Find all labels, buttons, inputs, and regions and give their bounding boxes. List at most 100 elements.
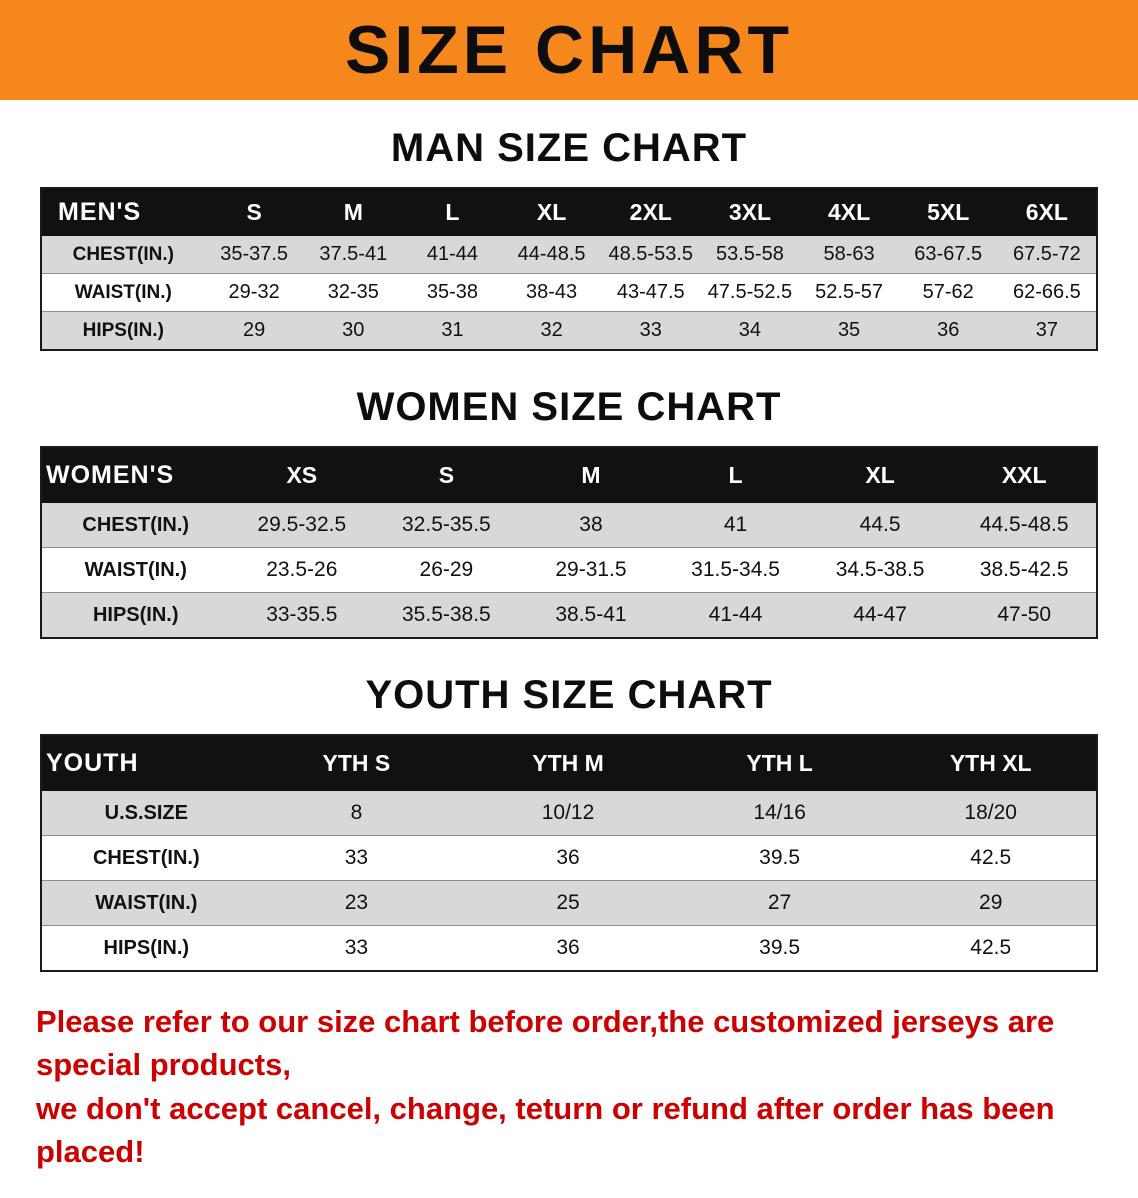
size-value-cell: 34.5-38.5: [835, 558, 925, 581]
women-table-wrap: WOMEN'S XS S M L XL XXL CHEST(IN.) 29.5-32.5 32.5…: [40, 446, 1098, 639]
banner: SIZE CHART: [0, 0, 1138, 100]
column-header: M: [343, 199, 363, 225]
size-value-cell: 67.5-72: [1012, 243, 1081, 265]
row-label: WAIST(IN.): [84, 558, 187, 581]
table-row: HIPS(IN.) 33 36 39.5 42.5: [41, 925, 1097, 971]
size-value-cell: 29.5-32.5: [257, 513, 347, 536]
size-value-cell: 38: [579, 513, 603, 536]
size-value-cell: 37: [1035, 319, 1059, 341]
column-header: XXL: [1001, 462, 1047, 488]
youth-section-title: YOUTH SIZE CHART: [365, 673, 773, 717]
size-value-cell: 23: [344, 891, 369, 914]
column-header: YTH L: [746, 750, 813, 776]
size-value-cell: 34: [738, 319, 762, 341]
row-label: WAIST(IN.): [74, 281, 172, 303]
row-label: HIPS(IN.): [82, 319, 164, 341]
table-row: HIPS(IN.) 33-35.5 35.5-38.5 38.5-41 41-44 44-…: [41, 592, 1097, 638]
size-value-cell: 30: [342, 319, 365, 341]
size-value-cell: 41-44: [426, 243, 479, 265]
row-label: CHEST(IN.): [82, 513, 190, 536]
size-value-cell: 35-37.5: [220, 243, 289, 265]
size-value-cell: 32: [540, 319, 563, 341]
size-value-cell: 63-67.5: [914, 243, 983, 265]
column-header: L: [445, 199, 460, 225]
size-value-cell: 44.5-48.5: [979, 513, 1069, 536]
size-value-cell: 39.5: [759, 846, 801, 869]
table-row: HIPS(IN.) 29 30 31 32 33 34 35 36 37: [41, 311, 1097, 350]
size-value-cell: 14/16: [753, 801, 806, 824]
column-header: M: [581, 462, 601, 488]
size-value-cell: 35.5-38.5: [402, 603, 491, 626]
row-label: HIPS(IN.): [92, 603, 179, 626]
women-size-table: WOMEN'S XS S M L XL XXL CHEST(IN.) 29.5-32.5 32.5…: [40, 446, 1098, 639]
column-header: 4XL: [827, 199, 871, 225]
column-header: L: [728, 462, 743, 488]
size-value-cell: 47-50: [997, 603, 1052, 626]
size-value-cell: 48.5-53.5: [608, 243, 693, 265]
size-value-cell: 38.5-41: [555, 603, 627, 626]
youth-section: YOUTH SIZE CHART YOUTH YTH S YTH M YTH L YTH…: [0, 673, 1138, 972]
column-header: 2XL: [629, 199, 672, 225]
table-row: WAIST(IN.) 23 25 27 29: [41, 880, 1097, 926]
table-row: U.S.SIZE 8 10/12 14/16 18/20: [41, 791, 1097, 836]
table-row: CHEST(IN.) 35-37.5 37.5-41 41-44 44-48.5 48.5…: [41, 236, 1097, 274]
page-title: SIZE CHART: [345, 12, 793, 88]
youth-size-table: YOUTH YTH S YTH M YTH L YTH XL U.S.SIZE 8 10/12…: [40, 734, 1098, 972]
size-value-cell: 36: [556, 936, 580, 959]
size-value-cell: 62-66.5: [1012, 281, 1081, 303]
size-value-cell: 38-43: [526, 281, 578, 303]
size-value-cell: 33: [344, 846, 369, 869]
size-value-cell: 44.5: [859, 513, 901, 536]
size-value-cell: 8: [350, 801, 363, 824]
men-section-title: MAN SIZE CHART: [390, 126, 748, 170]
size-value-cell: 42.5: [970, 936, 1012, 959]
column-header: 3XL: [728, 199, 771, 225]
size-value-cell: 10/12: [541, 801, 595, 824]
size-value-cell: 29-31.5: [555, 558, 627, 581]
column-header: S: [438, 462, 455, 488]
size-value-cell: 31: [441, 319, 464, 341]
table-row: WAIST(IN.) 29-32 32-35 35-38 38-43 43-47.5 47.…: [41, 273, 1097, 312]
size-value-cell: 41: [723, 513, 748, 536]
size-value-cell: 36: [556, 846, 580, 869]
header-row: WOMEN'S XS S M L XL XXL: [41, 447, 1097, 503]
column-header: XL: [865, 462, 895, 488]
size-value-cell: 32.5-35.5: [402, 513, 491, 536]
header-row: YOUTH YTH S YTH M YTH L YTH XL: [41, 735, 1097, 791]
size-value-cell: 44-48.5: [517, 243, 586, 265]
size-value-cell: 23.5-26: [266, 558, 338, 581]
size-value-cell: 58-63: [823, 243, 875, 265]
size-value-cell: 33: [344, 936, 369, 959]
size-value-cell: 27: [767, 891, 792, 914]
column-header: 6XL: [1025, 199, 1068, 225]
table-row: WAIST(IN.) 23.5-26 26-29 29-31.5 31.5-34.5 34…: [41, 547, 1097, 593]
table-row: CHEST(IN.) 33 36 39.5 42.5: [41, 835, 1097, 881]
size-value-cell: 25: [556, 891, 580, 914]
size-value-cell: 53.5-58: [715, 243, 784, 265]
size-value-cell: 18/20: [964, 801, 1017, 824]
column-header: YTH XL: [949, 750, 1032, 776]
row-label: CHEST(IN.): [92, 846, 200, 869]
size-value-cell: 44-47: [853, 603, 907, 626]
size-value-cell: 38.5-42.5: [979, 558, 1069, 581]
footer-line-1: Please refer to our size chart before or…: [36, 1004, 1055, 1083]
size-value-cell: 41-44: [708, 603, 763, 626]
size-value-cell: 33-35.5: [266, 603, 338, 626]
column-header: WOMEN'S: [46, 461, 175, 489]
size-value-cell: 29: [979, 891, 1003, 914]
footer-line-2: we don't accept cancel, change, teturn o…: [36, 1090, 1055, 1170]
row-label: HIPS(IN.): [103, 936, 190, 959]
column-header: YTH M: [532, 750, 604, 776]
column-header: 5XL: [927, 199, 970, 225]
size-value-cell: 47.5-52.5: [707, 281, 793, 303]
column-header: YTH S: [322, 750, 391, 776]
row-label: WAIST(IN.): [95, 891, 198, 914]
column-header: XS: [286, 462, 318, 488]
size-value-cell: 29-32: [228, 281, 280, 303]
men-size-table: MEN'S S M L XL 2XL 3XL 4XL 5XL 6XL CHEST(IN.) 35-37…: [40, 187, 1098, 351]
men-section: MAN SIZE CHART MEN'S S M L XL 2XL 3XL 4XL 5XL 6XL…: [0, 126, 1138, 351]
column-header: MEN'S: [58, 198, 142, 226]
size-value-cell: 43-47.5: [616, 281, 685, 303]
header-row: MEN'S S M L XL 2XL 3XL 4XL 5XL 6XL: [41, 188, 1097, 236]
size-value-cell: 29: [243, 319, 266, 341]
